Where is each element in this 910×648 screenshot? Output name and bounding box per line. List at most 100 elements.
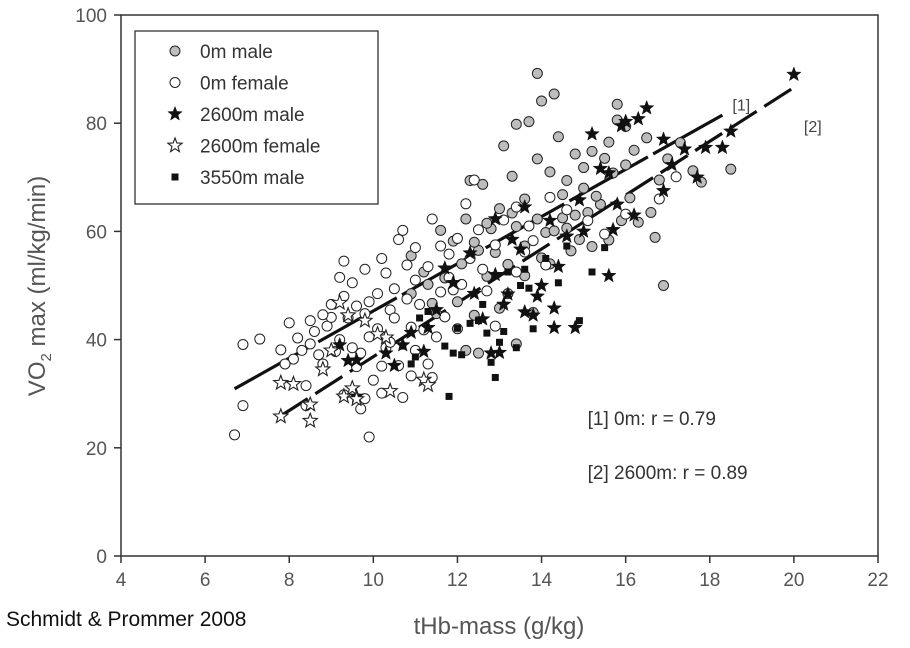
data-point — [586, 241, 598, 253]
data-point — [435, 224, 447, 236]
data-point — [725, 163, 737, 175]
data-point — [658, 280, 670, 291]
data-point — [525, 284, 533, 292]
data-point — [420, 319, 436, 335]
data-point — [363, 296, 375, 308]
data-point — [491, 344, 508, 360]
data-point — [300, 380, 312, 392]
data-point — [426, 213, 438, 225]
legend: 0m male 0m female 2600m male 2600m female 35… — [134, 30, 379, 205]
data-point — [304, 315, 316, 327]
data-point — [283, 317, 295, 329]
data-point — [542, 254, 550, 262]
legend-marker — [169, 77, 181, 88]
plot-area — [120, 14, 879, 557]
data-point — [254, 333, 266, 345]
data-point — [317, 309, 329, 321]
axis-ticks — [114, 14, 879, 563]
data-point — [422, 261, 434, 273]
data-point — [401, 259, 413, 271]
x-tick-label: 14 — [531, 570, 553, 591]
data-point — [575, 317, 583, 325]
data-point — [414, 298, 426, 310]
data-point — [613, 117, 630, 133]
data-point — [422, 278, 434, 290]
data-point — [472, 347, 484, 359]
data-point — [676, 140, 693, 156]
legend-items: 0m male 0m female 2600m male 2600m female 35… — [166, 42, 320, 189]
y-tick-label: 0 — [96, 547, 107, 568]
data-point — [494, 203, 505, 215]
data-point — [722, 123, 739, 138]
x-tick-label: 18 — [699, 570, 720, 591]
legend-marker — [166, 136, 184, 153]
data-point — [460, 213, 472, 225]
data-point — [563, 242, 571, 250]
data-point — [510, 266, 522, 278]
data-point — [531, 67, 543, 79]
data-point — [399, 342, 407, 350]
data-point — [416, 314, 424, 322]
data-point — [378, 344, 394, 360]
data-point — [561, 175, 573, 187]
data-point — [347, 390, 366, 407]
data-point — [474, 310, 491, 326]
data-point — [301, 411, 319, 429]
data-point — [304, 338, 316, 350]
data-point — [624, 192, 636, 204]
data-point — [405, 370, 417, 382]
data-point — [453, 324, 461, 332]
data-point — [578, 182, 590, 194]
data-point — [340, 352, 356, 368]
data-point — [628, 144, 640, 156]
data-point — [397, 391, 409, 403]
data-point — [356, 311, 374, 329]
data-point — [237, 400, 249, 412]
y-tick-label: 80 — [86, 114, 107, 135]
fit-line-label: [1] — [732, 97, 750, 114]
data-point — [584, 125, 600, 141]
data-point — [428, 301, 445, 317]
data-point — [424, 307, 432, 315]
data-point — [569, 209, 581, 221]
data-point — [569, 148, 581, 160]
data-point — [372, 288, 384, 300]
data-point — [419, 375, 437, 393]
y-axis-title-main: VO — [24, 362, 51, 397]
legend-marker — [169, 45, 181, 57]
data-point — [586, 145, 598, 157]
y-tick-label: 60 — [86, 222, 107, 243]
legend-label: 0m female — [200, 74, 289, 95]
data-point — [601, 267, 617, 283]
data-point — [516, 303, 533, 319]
data-point — [697, 139, 714, 155]
data-point — [368, 325, 387, 342]
data-point — [500, 285, 516, 301]
data-point — [292, 332, 304, 344]
data-point — [590, 190, 602, 202]
data-point — [483, 344, 499, 360]
data-point — [466, 285, 483, 301]
data-point — [496, 338, 503, 346]
data-point — [331, 293, 349, 311]
data-point — [435, 286, 447, 298]
data-point — [301, 395, 319, 412]
data-point — [456, 258, 468, 270]
data-point — [510, 221, 522, 233]
correlation-annotation: [2] 2600m: r = 0.89 — [588, 463, 748, 484]
data-point — [338, 255, 350, 267]
y-axis-title: VO2 max (ml/kg/min) — [24, 176, 55, 396]
data-point — [546, 300, 562, 315]
correlation-annotation: [1] 0m: r = 0.79 — [588, 409, 716, 430]
data-point — [314, 360, 332, 377]
data-point — [272, 407, 290, 424]
x-tick-label: 12 — [447, 570, 468, 591]
data-point — [296, 344, 308, 356]
data-point — [504, 231, 520, 247]
source-credit: Schmidt & Prommer 2008 — [6, 608, 247, 631]
data-point — [275, 344, 287, 356]
data-point — [498, 140, 510, 152]
data-point — [430, 331, 442, 343]
data-point — [468, 174, 480, 186]
